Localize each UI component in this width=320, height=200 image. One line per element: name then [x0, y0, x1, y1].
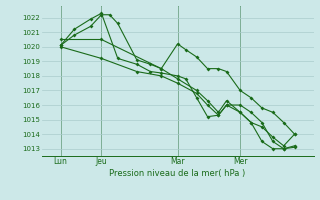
X-axis label: Pression niveau de la mer( hPa ): Pression niveau de la mer( hPa ): [109, 169, 246, 178]
